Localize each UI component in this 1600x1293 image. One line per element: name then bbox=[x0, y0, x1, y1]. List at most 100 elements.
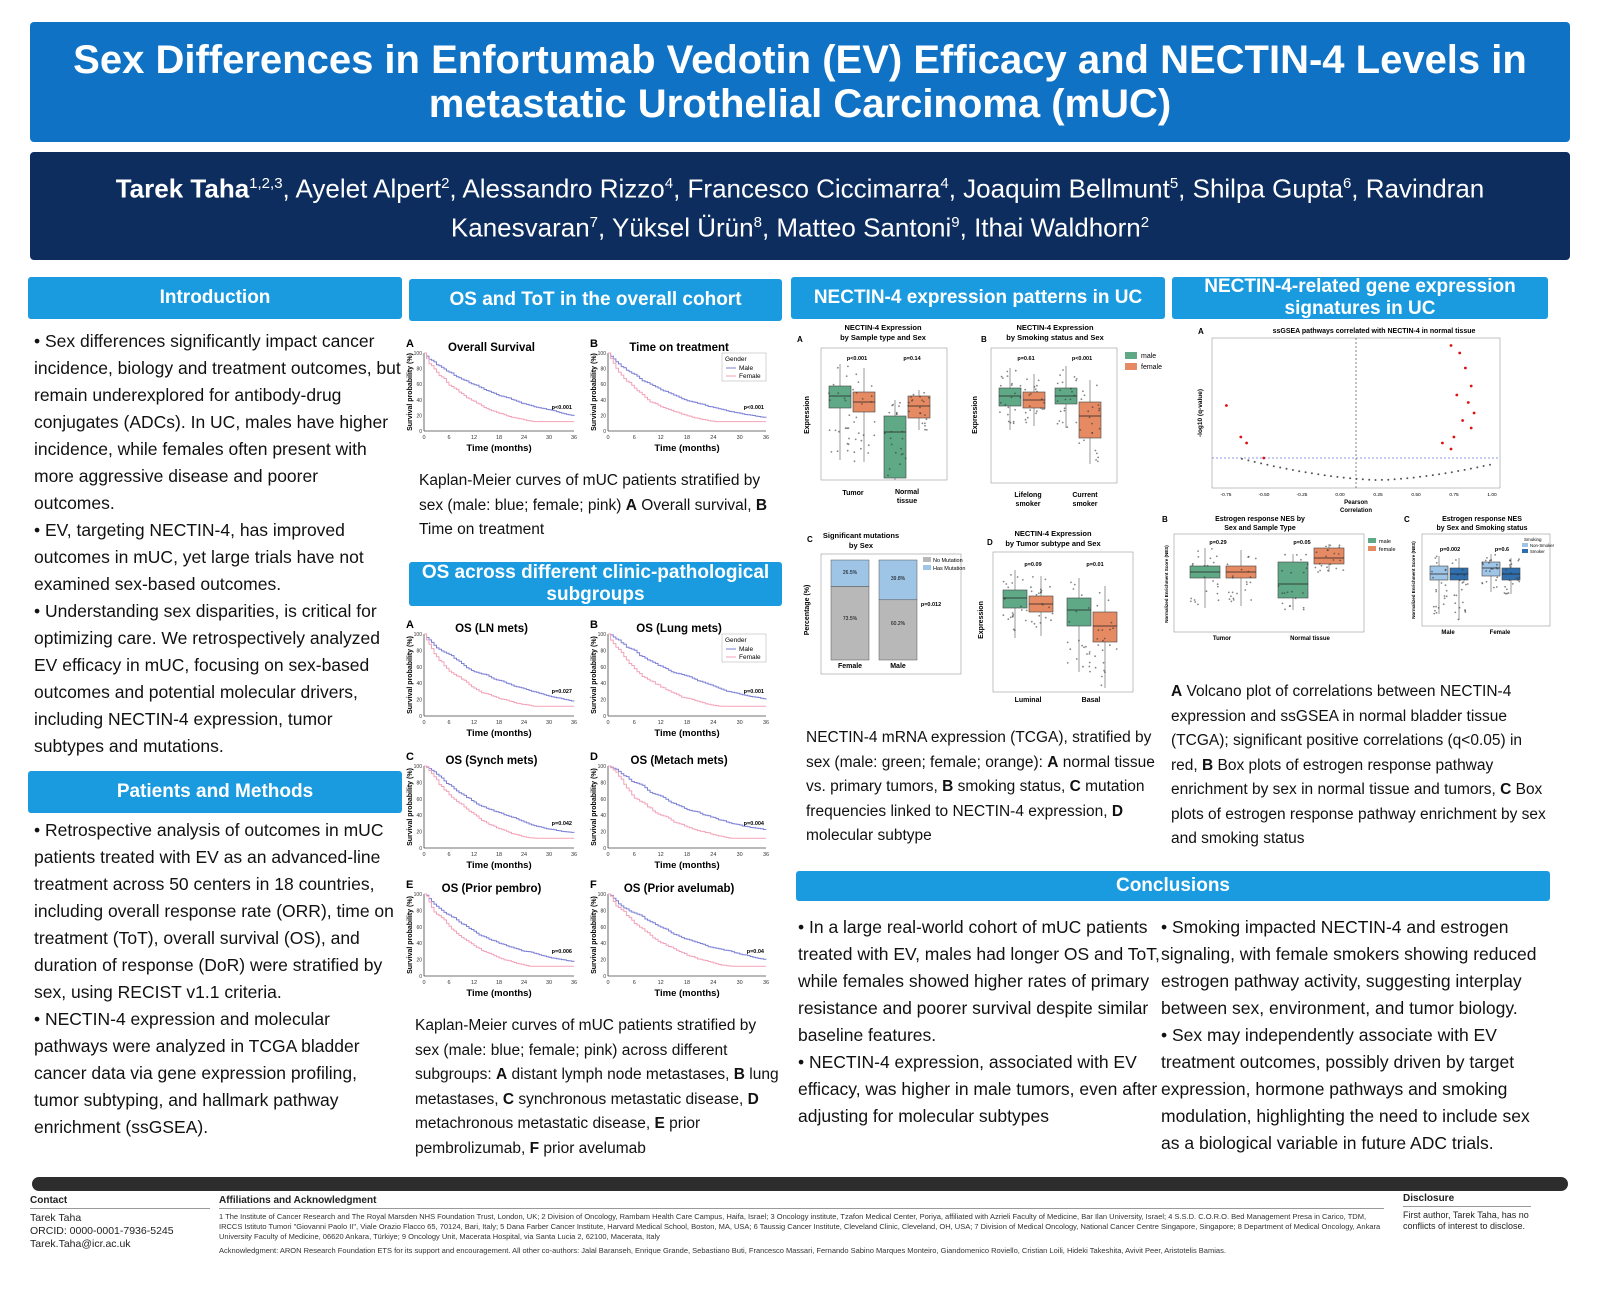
bar-c-male-has bbox=[878, 559, 918, 601]
box-d-luminal-female bbox=[1028, 576, 1054, 636]
signatures-heading: NECTIN-4-related gene expression signatu… bbox=[1172, 276, 1548, 319]
km-ytick: 20 bbox=[600, 958, 606, 964]
km-subgroups-figure: A OS (LN mets) Survival probability (%) 0 6 1… bbox=[404, 618, 784, 1006]
os-subgroups-heading: OS across different clinic-pathological … bbox=[409, 562, 782, 606]
km-xlabel: Time (months) bbox=[466, 728, 531, 739]
nectin-a-ylabel: Expression bbox=[804, 396, 811, 434]
km-ytick: 100 bbox=[598, 632, 607, 638]
panel-letter-c: C bbox=[1404, 515, 1410, 524]
km-xtick: 6 bbox=[633, 435, 636, 441]
sig-c-p1: p=0.002 bbox=[1440, 547, 1460, 553]
km-ytick: 20 bbox=[416, 413, 422, 419]
km-ytick: 40 bbox=[416, 398, 422, 404]
os-tot-heading: OS and ToT in the overall cohort bbox=[409, 279, 782, 321]
box-d-basal-male bbox=[1066, 578, 1092, 673]
km-ylabel: Survival probability (%) bbox=[407, 353, 414, 431]
volcano-sig-point bbox=[1461, 419, 1464, 422]
box-a-normal-female bbox=[907, 390, 931, 431]
km-panel-a-2: A OS (LN mets) Survival probability (%) 0 6 1… bbox=[406, 619, 577, 739]
c-legend-no: No Mutation bbox=[933, 558, 963, 564]
box-a-normal-male bbox=[883, 400, 907, 480]
conclusions-left-bullet-2: • NECTIN-4 expression, associated with E… bbox=[798, 1052, 1158, 1126]
km-ytick: 80 bbox=[600, 648, 606, 654]
km-xlabel: Time (months) bbox=[466, 988, 531, 999]
km-ytick: 0 bbox=[603, 714, 606, 720]
km-panel-e-6: E OS (Prior pembro) Survival probability (… bbox=[406, 879, 577, 999]
volcano-point bbox=[1374, 479, 1377, 481]
volcano-point bbox=[1310, 472, 1313, 475]
km-ytick: 80 bbox=[600, 367, 606, 373]
box-sig-b-normal-female bbox=[1313, 544, 1345, 573]
km-xtick: 0 bbox=[422, 980, 425, 986]
km-xtick: 12 bbox=[471, 980, 477, 986]
sig-c-title-1: Estrogen response NES bbox=[1442, 516, 1522, 523]
box-sig-b-tumor-female bbox=[1225, 550, 1257, 606]
panel-letter-b: B bbox=[981, 335, 987, 344]
author-5: , Joaquim Bellmunt bbox=[948, 174, 1170, 204]
author-10: , Ithai Waldhorn bbox=[959, 212, 1141, 243]
km-ytick: 20 bbox=[600, 698, 606, 704]
sig-legend-male-swatch bbox=[1368, 538, 1376, 543]
km-curve-female bbox=[424, 352, 574, 423]
km-xtick: 0 bbox=[422, 435, 425, 441]
volcano-sig-point bbox=[1225, 404, 1228, 407]
author-4: , Francesco Ciccimarra bbox=[673, 174, 941, 204]
volcano-point bbox=[1400, 477, 1402, 480]
km-ylabel: Survival probability (%) bbox=[407, 896, 414, 974]
km-xtick: 12 bbox=[658, 435, 664, 441]
km-xtick: 18 bbox=[684, 435, 690, 441]
km-ytick: 60 bbox=[600, 665, 606, 671]
km-xtick: 18 bbox=[496, 435, 502, 441]
sig-a-ylabel: -log10 (q-value) bbox=[1197, 389, 1204, 437]
bar-c-female-has bbox=[830, 559, 870, 587]
c-f-top: 26.5% bbox=[843, 570, 858, 576]
affiliations-heading: Affiliations and Acknowledgment bbox=[219, 1194, 1384, 1209]
volcano-point bbox=[1317, 473, 1320, 476]
km-pvalue: p=0.004 bbox=[744, 821, 765, 827]
volcano-point bbox=[1361, 478, 1364, 481]
methods-text: • Retrospective analysis of outcomes in … bbox=[34, 817, 402, 1141]
volcano-point bbox=[1298, 470, 1301, 473]
km-pvalue: p=0.001 bbox=[744, 689, 764, 695]
volcano-point bbox=[1393, 478, 1396, 481]
volcano-point bbox=[1368, 478, 1371, 481]
nectin-c-title-1: Significant mutations bbox=[823, 531, 899, 540]
nectin-a-p2: p=0.14 bbox=[903, 356, 921, 362]
sig-b-p2: p=0.05 bbox=[1293, 540, 1310, 546]
conclusions-left: • In a large real-world cohort of mUC pa… bbox=[798, 914, 1160, 1130]
volcano-sig-point bbox=[1455, 393, 1459, 397]
km-pvalue: p=0.006 bbox=[552, 949, 572, 955]
author-2: , Ayelet Alpert bbox=[282, 174, 442, 204]
km-pvalue: p<0.001 bbox=[744, 405, 764, 411]
km-xtick: 36 bbox=[763, 435, 769, 441]
volcano-point bbox=[1457, 470, 1460, 472]
km-xtick: 24 bbox=[521, 435, 527, 441]
os-tot-caption-text: Kaplan-Meier curves of mUC patients stra… bbox=[419, 472, 768, 538]
sig-b-title-1: Estrogen response NES by bbox=[1215, 516, 1305, 523]
km-panel-a-0: A Overall Survival Survival probability (%… bbox=[406, 338, 577, 454]
volcano-point bbox=[1444, 472, 1447, 475]
affiliations-block: Affiliations and Acknowledgment 1 The In… bbox=[219, 1194, 1384, 1256]
km-legend-female: Female bbox=[739, 654, 761, 661]
nectin-b-x1-1: Lifelong bbox=[1014, 492, 1041, 499]
km-ytick: 40 bbox=[416, 813, 422, 819]
affiliations-text: 1 The Institute of Cancer Research and T… bbox=[219, 1212, 1381, 1241]
volcano-sig-point bbox=[1469, 426, 1473, 430]
panel-letter: B bbox=[590, 338, 598, 350]
nectin-d-p2: p=0.01 bbox=[1086, 562, 1103, 568]
volcano-sig-point bbox=[1449, 447, 1453, 451]
contact-email[interactable]: Tarek.Taha@icr.ac.uk bbox=[30, 1238, 131, 1250]
introduction-heading: Introduction bbox=[28, 277, 402, 319]
km-ytick: 0 bbox=[419, 974, 422, 980]
panel-letter-c: C bbox=[807, 535, 813, 544]
volcano-point bbox=[1482, 465, 1485, 467]
os-subgroups-caption-text: Kaplan-Meier curves of mUC patients stra… bbox=[415, 1017, 779, 1157]
km-panel-b-3: B OS (Lung mets) Survival probability (%) 0… bbox=[590, 619, 769, 739]
sig-a-xlabel-1: Pearson bbox=[1344, 500, 1368, 506]
km-xlabel: Time (months) bbox=[654, 443, 719, 454]
km-ytick: 100 bbox=[414, 892, 423, 898]
panel-letter: C bbox=[406, 751, 414, 763]
km-ytick: 20 bbox=[600, 413, 606, 419]
